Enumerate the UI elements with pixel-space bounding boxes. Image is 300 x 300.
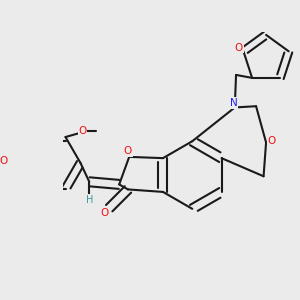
Text: O: O (0, 155, 8, 166)
Text: O: O (78, 126, 87, 136)
Text: H: H (85, 195, 93, 205)
Text: O: O (124, 146, 132, 156)
Text: O: O (268, 136, 276, 146)
Text: O: O (235, 43, 243, 52)
Text: N: N (230, 98, 237, 108)
Text: O: O (100, 208, 109, 218)
